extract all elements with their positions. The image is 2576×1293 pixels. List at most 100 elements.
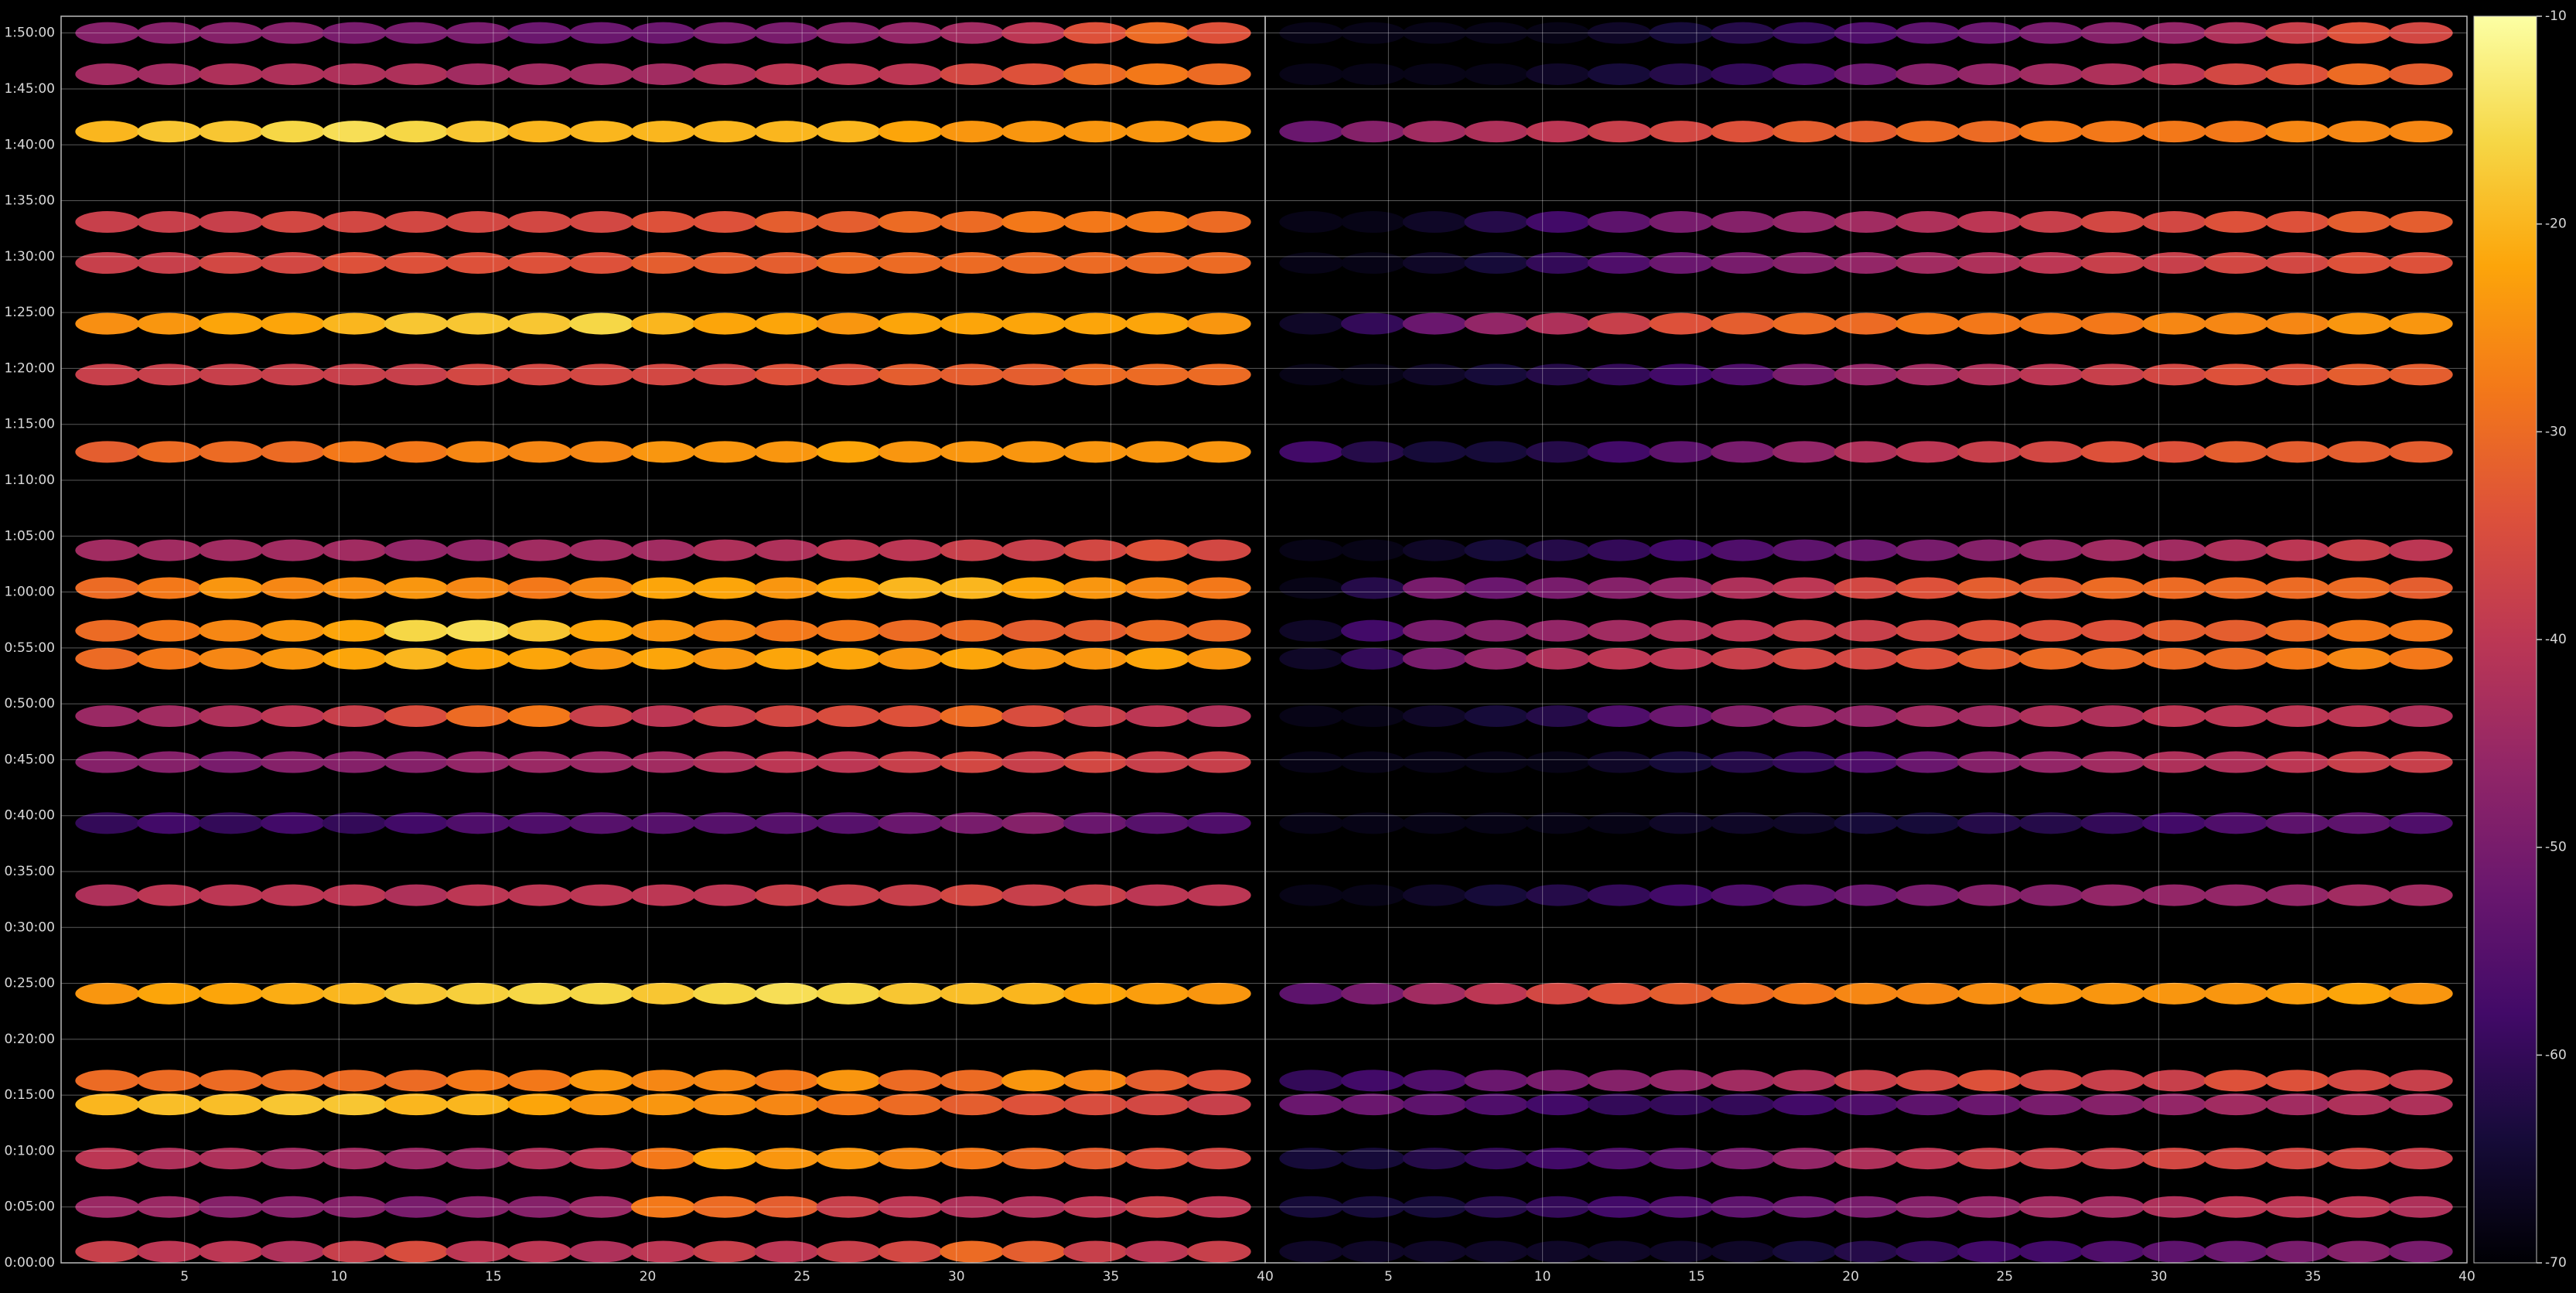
cell: [1587, 1196, 1652, 1218]
x-tick-label: 35: [2305, 1269, 2322, 1284]
cell: [137, 705, 202, 728]
cell: [384, 1093, 449, 1116]
cell: [1186, 982, 1251, 1005]
cell: [1895, 1196, 1960, 1218]
cell: [2080, 312, 2145, 335]
cell: [1957, 363, 2022, 386]
cell: [1063, 211, 1128, 234]
cell: [2142, 1196, 2206, 1218]
cell: [1957, 539, 2022, 561]
cell: [1279, 1148, 1344, 1170]
cell: [260, 982, 325, 1005]
cell: [2142, 812, 2206, 834]
cell: [816, 619, 881, 642]
cell: [1063, 1240, 1128, 1263]
cell: [1063, 812, 1128, 834]
cell: [1834, 812, 1899, 834]
x-tick-label: 25: [1996, 1269, 2013, 1284]
cell: [1464, 1196, 1529, 1218]
cell: [2265, 211, 2330, 234]
cell: [692, 121, 757, 143]
cell: [2018, 22, 2083, 44]
cell: [1711, 121, 1776, 143]
cell: [1834, 1148, 1899, 1170]
cell: [1957, 312, 2022, 335]
cell: [2203, 1093, 2268, 1116]
y-tick-label: 0:00:00: [4, 1255, 55, 1271]
cell: [2327, 539, 2391, 561]
cell: [199, 312, 264, 335]
cell: [1464, 705, 1529, 728]
cell: [322, 884, 387, 906]
cell: [1957, 812, 2022, 834]
cell: [1957, 22, 2022, 44]
cell: [878, 63, 943, 85]
cell: [630, 577, 696, 599]
cell: [322, 441, 387, 463]
x-tick-label: 20: [1842, 1269, 1859, 1284]
cell: [630, 1240, 696, 1263]
cell: [2265, 252, 2330, 275]
cell: [1772, 539, 1837, 561]
cell: [1711, 441, 1776, 463]
cell: [1001, 211, 1066, 234]
cell: [1834, 1070, 1899, 1092]
cell: [2388, 982, 2453, 1005]
cell: [1464, 751, 1529, 773]
cell: [630, 63, 696, 85]
cell: [1895, 619, 1960, 642]
cell: [137, 751, 202, 773]
cell: [816, 312, 881, 335]
cell: [2203, 252, 2268, 275]
cell: [199, 211, 264, 234]
cell: [199, 705, 264, 728]
colorbar: [2473, 15, 2537, 1264]
cell: [322, 252, 387, 275]
cell: [2327, 577, 2391, 599]
cell: [507, 1196, 572, 1218]
cell: [1001, 441, 1066, 463]
cell: [1649, 647, 1714, 670]
cell: [1001, 22, 1066, 44]
cell: [1772, 1093, 1837, 1116]
cell: [1124, 63, 1189, 85]
cell: [2265, 982, 2330, 1005]
y-tick-label: 0:25:00: [4, 976, 55, 991]
cell: [1279, 121, 1344, 143]
cell: [1402, 619, 1467, 642]
cell: [878, 647, 943, 670]
cell: [75, 441, 140, 463]
cell: [1124, 1093, 1189, 1116]
cell: [1772, 751, 1837, 773]
cell: [569, 751, 634, 773]
cell: [1587, 312, 1652, 335]
cell: [1895, 647, 1960, 670]
cell: [137, 1196, 202, 1218]
cell: [1649, 312, 1714, 335]
cell: [1279, 577, 1344, 599]
cell: [1402, 22, 1467, 44]
cell: [75, 121, 140, 143]
cell: [199, 22, 264, 44]
cell: [260, 252, 325, 275]
cell: [569, 211, 634, 234]
cell: [2265, 705, 2330, 728]
cell: [692, 619, 757, 642]
cell: [816, 812, 881, 834]
cell: [816, 121, 881, 143]
cell: [2327, 982, 2391, 1005]
cell: [1526, 812, 1590, 834]
cell: [816, 441, 881, 463]
cell: [1834, 647, 1899, 670]
cell: [1186, 441, 1251, 463]
x-tick-label: 30: [948, 1269, 965, 1284]
cell: [692, 211, 757, 234]
cell: [1711, 1093, 1776, 1116]
cell: [1341, 539, 1405, 561]
cell: [2327, 1148, 2391, 1170]
cell: [1772, 619, 1837, 642]
cell: [1526, 577, 1590, 599]
cell: [754, 1093, 819, 1116]
cell: [2203, 705, 2268, 728]
cell: [137, 252, 202, 275]
